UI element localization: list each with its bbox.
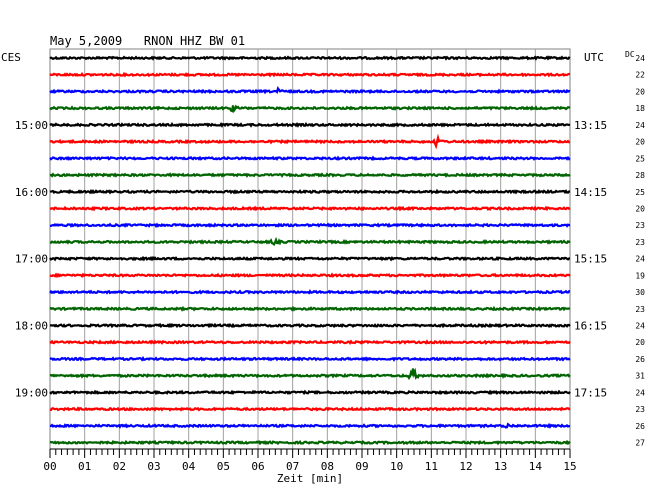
- dc-value: 24: [635, 255, 645, 264]
- x-axis: 00 01 02 03 04 05 06 07 08 09 10 11 12 13 14 15: [43, 448, 577, 473]
- trace-line: [49, 422, 571, 429]
- minute-gridlines: [84, 49, 536, 449]
- trace-line: [49, 155, 571, 162]
- dc-value: 27: [635, 439, 645, 448]
- dc-value: 23: [635, 305, 645, 314]
- dc-value: 20: [635, 204, 645, 213]
- left-time-label: 16:00: [15, 186, 48, 199]
- trace-line: [49, 355, 571, 362]
- left-time-label: 19:00: [15, 386, 48, 399]
- dc-value: 23: [635, 405, 645, 414]
- trace-line: [49, 121, 571, 128]
- trace-line: [49, 322, 571, 329]
- left-time-label: 15:00: [15, 119, 48, 132]
- dc-value: 24: [635, 121, 645, 130]
- trace-line: [50, 222, 571, 229]
- trace-line: [49, 339, 571, 346]
- x-tick-label: 04: [182, 460, 196, 473]
- trace-line: [49, 55, 571, 61]
- dc-value: 23: [635, 221, 645, 230]
- dc-value: 24: [635, 388, 645, 397]
- trace-line: [49, 236, 571, 247]
- x-tick-label: 06: [251, 460, 264, 473]
- right-time-label: 14:15: [574, 186, 607, 199]
- row-time-labels: 15:00 13:15 16:00 14:15 17:00 15:15 18:00 16:15…: [15, 119, 607, 400]
- x-tick-label: 15: [563, 460, 576, 473]
- x-tick-label: 12: [459, 460, 472, 473]
- x-tick-label: 09: [355, 460, 368, 473]
- left-timezone-label: CES: [1, 51, 21, 64]
- trace-line: [49, 85, 571, 95]
- x-tick-label: 11: [425, 460, 438, 473]
- trace-line: [49, 272, 571, 279]
- right-time-label: 16:15: [574, 320, 607, 333]
- x-axis-label: Zeit [min]: [277, 472, 343, 485]
- x-tick-label: 14: [529, 460, 543, 473]
- dc-value: 20: [635, 87, 645, 96]
- dc-values: 24 22 20 18 24 20 25 28 25 20 23 23 24 19 30 23 24 20 26 31…: [635, 54, 645, 448]
- trace-line: [49, 389, 571, 396]
- trace-line: [49, 305, 571, 312]
- x-tick-label: 13: [494, 460, 507, 473]
- dc-value: 19: [635, 271, 645, 280]
- dc-value: 25: [635, 188, 645, 197]
- x-tick-label: 03: [147, 460, 160, 473]
- trace-line: [49, 71, 571, 78]
- left-time-label: 18:00: [15, 320, 48, 333]
- x-tick-label: 05: [217, 460, 230, 473]
- dc-column-header: DC: [625, 50, 635, 59]
- dc-value: 18: [635, 104, 645, 113]
- dc-value: 26: [635, 422, 645, 431]
- x-tick-label: 10: [390, 460, 403, 473]
- trace-line: [49, 289, 571, 295]
- dc-value: 28: [635, 171, 645, 180]
- seismic-traces: [49, 55, 571, 446]
- dc-value: 31: [635, 372, 645, 381]
- chart-title: May 5,2009 RNON HHZ BW 01: [50, 34, 245, 48]
- trace-line: [49, 172, 571, 178]
- x-tick-label: 01: [78, 460, 91, 473]
- trace-line: [49, 255, 571, 262]
- trace-line: [49, 104, 571, 114]
- x-tick-label: 08: [321, 460, 334, 473]
- dc-value: 26: [635, 355, 645, 364]
- dc-value: 20: [635, 338, 645, 347]
- dc-value: 24: [635, 54, 645, 63]
- left-time-label: 17:00: [15, 253, 48, 266]
- dc-value: 25: [635, 154, 645, 163]
- dc-value: 23: [635, 238, 645, 247]
- dc-value: 30: [635, 288, 645, 297]
- dc-value: 22: [635, 71, 645, 80]
- x-tick-label: 07: [286, 460, 299, 473]
- trace-line: [49, 406, 571, 412]
- trace-line: [49, 205, 571, 212]
- x-tick-label: 02: [113, 460, 126, 473]
- right-time-label: 13:15: [574, 119, 607, 132]
- trace-line: [49, 367, 571, 381]
- dc-value: 20: [635, 138, 645, 147]
- right-time-label: 17:15: [574, 386, 607, 399]
- x-tick-label: 00: [43, 460, 56, 473]
- right-timezone-label: UTC: [584, 51, 604, 64]
- trace-line: [49, 439, 571, 446]
- dc-value: 24: [635, 322, 645, 331]
- trace-line: [49, 188, 571, 195]
- right-time-label: 15:15: [574, 253, 607, 266]
- trace-line: [49, 133, 571, 150]
